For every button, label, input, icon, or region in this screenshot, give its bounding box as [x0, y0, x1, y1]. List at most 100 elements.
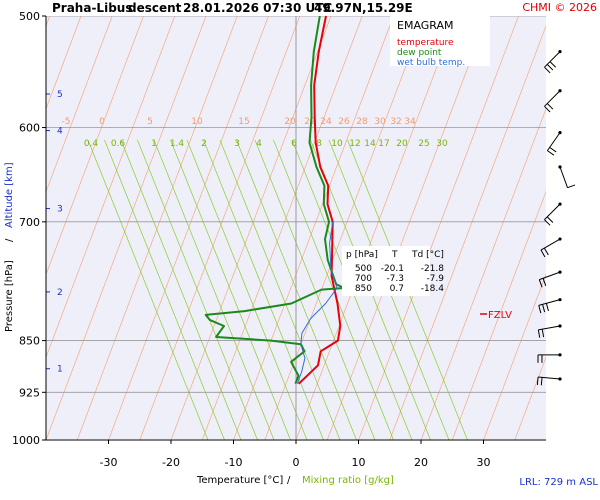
x-axis-title-temperature: Temperature [°C]: [196, 475, 283, 486]
mixing-ratio-line: [170, 139, 291, 440]
wind-barb-staff: [540, 238, 561, 251]
mixing-ratio-line: [219, 139, 341, 440]
wind-barb-station: [558, 50, 562, 54]
x-tick-label: 0: [293, 456, 300, 469]
table-cell: -7.3: [386, 274, 404, 284]
lrl-label: LRL: 729 m ASL: [519, 477, 598, 488]
wind-barb: [544, 50, 562, 74]
x-axis-title-sep: /: [287, 475, 291, 486]
wind-barb: [537, 324, 562, 338]
wind-barb-flag: [540, 249, 546, 258]
isotherm-label: 24: [320, 117, 332, 127]
isotherm-line: [326, 16, 488, 440]
x-tick-label: 20: [414, 456, 428, 469]
grid-label-layer: -5 0 5 10 15 20 22 24 26 28 30 32 340.4 0.6 1 1.4 2 3 4 6 8 1…: [46, 90, 448, 375]
wind-barb-staff: [539, 271, 561, 281]
y-tick-label: 850: [19, 335, 40, 348]
altitude-tick-label: 1: [57, 365, 63, 375]
wind-barb-flag: [567, 184, 576, 189]
isotherm-line: [170, 16, 332, 440]
table-cell: -21.8: [421, 264, 445, 274]
mixing-ratio-line: [87, 139, 209, 440]
legend-title: EMAGRAM: [397, 19, 454, 32]
wind-barb-station: [558, 353, 562, 357]
isotherm-line: [389, 25, 546, 440]
isotherm-label: 10: [191, 117, 203, 127]
sounding-table: p [hPa] T Td [°C] 500 -20.1 -21.8 700 -7…: [342, 246, 444, 296]
mixing-ratio-label: 0.6: [111, 139, 126, 149]
mixing-ratio-line: [153, 139, 275, 440]
mixing-ratio-label: 8: [316, 139, 322, 149]
mixing-ratio-label: 4: [256, 139, 262, 149]
copyright-label: CHMI © 2026: [522, 1, 597, 14]
mixing-ratio-line: [254, 139, 376, 440]
legend-temperature: temperature: [397, 38, 454, 48]
mixing-ratio-line: [104, 139, 225, 440]
mixing-ratio-label: 14: [364, 139, 376, 149]
wind-barb-station: [558, 89, 562, 93]
table-cell: 850: [355, 284, 372, 294]
isotherm-label: 34: [404, 117, 416, 127]
wind-barb-flag: [538, 305, 542, 314]
legend: EMAGRAM temperature dew point wet bulb t…: [390, 16, 490, 68]
isotherm-line: [46, 16, 144, 276]
wind-barb-flag: [546, 216, 554, 223]
wind-barb: [558, 165, 576, 189]
wind-barb-staff: [544, 90, 561, 107]
wind-barb: [536, 376, 562, 386]
isotherm-label: 22: [304, 117, 315, 127]
wind-barb-flag: [546, 64, 554, 71]
altitude-tick-label: 5: [57, 90, 63, 100]
isotherm-line: [358, 16, 519, 440]
isotherm-line: [46, 16, 176, 359]
chart-header-datetime: 28.01.2026 07:30 UTC: [183, 1, 332, 15]
isotherm-line: [295, 16, 457, 440]
wind-barb: [540, 237, 562, 258]
isotherm-label: 26: [338, 117, 350, 127]
y-tick-label: 500: [19, 10, 40, 23]
wind-barb: [546, 131, 562, 156]
mixing-ratio-label: 6: [291, 139, 297, 149]
wind-barb-flag: [544, 66, 551, 74]
chart-header-coords: 49.97N,15.29E: [314, 1, 413, 15]
legend-box: [390, 16, 490, 66]
isotherm-label: 32: [390, 117, 401, 127]
isotherm-label: 30: [374, 117, 386, 127]
mixing-ratio-label: 12: [349, 139, 360, 149]
isotherm-line: [420, 107, 546, 440]
isotherm-line: [545, 439, 546, 440]
isotherm-line: [451, 190, 546, 440]
wind-barb-staff: [544, 203, 561, 220]
isotherm-line: [233, 16, 394, 440]
wind-barb-flag: [549, 61, 557, 68]
altitude-tick-label: 2: [57, 288, 63, 298]
table-header-t: T: [391, 250, 398, 260]
wind-barb-station: [558, 131, 562, 135]
isotherm-line: [108, 16, 269, 440]
x-tick-label: 10: [352, 456, 366, 469]
table-box: [342, 246, 430, 296]
wind-barb-flag: [544, 105, 551, 113]
mixing-ratio-label: 1: [151, 139, 157, 149]
wind-barb-flag: [544, 219, 551, 226]
isotherm-line: [46, 16, 82, 110]
mixing-ratio-line: [186, 139, 308, 440]
isotherm-label: 28: [356, 117, 368, 127]
table-cell: 0.7: [390, 284, 404, 294]
mixing-ratio-label: 10: [331, 139, 343, 149]
x-tick-label: 30: [477, 456, 491, 469]
wind-barb-station: [558, 165, 562, 169]
y-axis-title-altitude: Altitude [km]: [4, 162, 15, 228]
wind-barb-column: [536, 50, 576, 386]
table-cell: -7.9: [426, 274, 444, 284]
wind-barb-flag: [545, 303, 549, 312]
mixing-ratio-label: 0.4: [84, 139, 99, 149]
table-cell: -18.4: [421, 284, 445, 294]
table-cell: 700: [355, 274, 372, 284]
series-layer: [204, 15, 345, 385]
y-axis-title: Pressure [hPa] / Altitude [km]: [4, 162, 15, 332]
wind-barb-staff: [546, 132, 561, 151]
wind-barb-flag: [542, 304, 546, 313]
isotherm-line: [46, 16, 207, 440]
